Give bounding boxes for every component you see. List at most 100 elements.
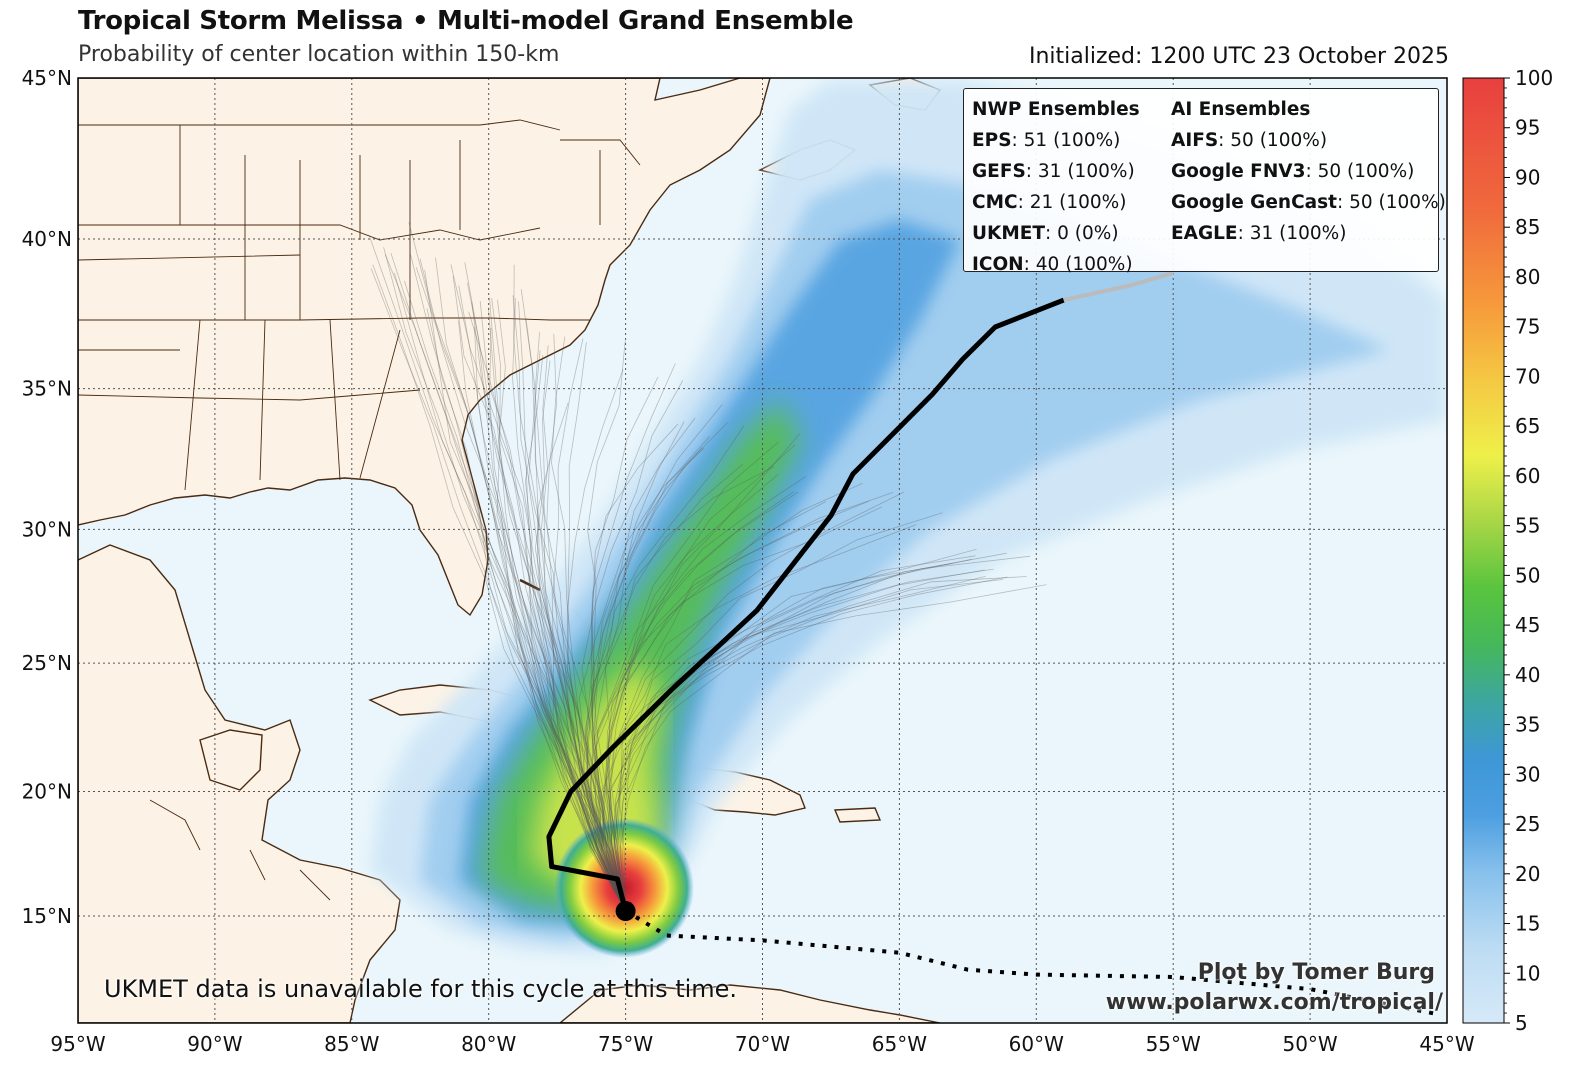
land-puerto-rico	[833, 807, 882, 823]
member-track	[394, 272, 626, 912]
legend-model-name: CMC	[972, 192, 1018, 213]
land-yucatan	[199, 729, 263, 791]
map-content	[78, 78, 1447, 1023]
member-track	[590, 363, 676, 912]
nwp-ensembles-column: NWP Ensembles EPS: 51 (100%) GEFS: 31 (1…	[972, 95, 1140, 280]
land-layer	[78, 78, 942, 1023]
member-track	[551, 336, 626, 912]
legend-model-count: : 31 (100%)	[1237, 223, 1347, 244]
member-track	[589, 403, 723, 912]
legend-model-name: EPS	[972, 130, 1012, 151]
lat-tick-label: 30°N	[22, 517, 72, 541]
legend-model-count: : 51 (100%)	[1011, 130, 1121, 151]
member-track	[578, 447, 705, 912]
lon-tick-label: 75°W	[598, 1032, 653, 1056]
member-track	[488, 307, 626, 912]
legend-model-count: : 50 (100%)	[1305, 161, 1415, 182]
member-track	[587, 340, 626, 912]
member-track	[525, 318, 626, 912]
legend-model-count: : 0 (0%)	[1045, 223, 1119, 244]
colorbar-tick-label: 40	[1515, 663, 1540, 687]
member-track	[604, 425, 745, 912]
member-track	[592, 491, 799, 912]
colorbar: 5 10 15 20 25 30 35 40 45 50 55 60 65 70 75 80 85 90 95 100	[1462, 66, 1553, 1035]
member-track	[595, 474, 779, 912]
member-track	[372, 264, 626, 912]
member-track	[620, 584, 1047, 912]
member-track	[601, 569, 985, 912]
member-track	[513, 264, 626, 912]
legend-model-count: : 50 (100%)	[1218, 130, 1328, 151]
lon-tick-label: 70°W	[735, 1032, 790, 1056]
colorbar-tick-label: 20	[1515, 862, 1540, 886]
colorbar-tick-label: 30	[1515, 762, 1540, 786]
ukmet-unavailable-note: UKMET data is unavailable for this cycle…	[104, 975, 738, 1003]
legend-row-ukmet: UKMET: 0 (0%)	[972, 218, 1140, 249]
legend-row-gencast: Google GenCast: 50 (100%)	[1171, 187, 1446, 218]
member-track	[605, 441, 779, 912]
member-track	[581, 380, 684, 912]
lat-tick-label: 35°N	[22, 377, 72, 401]
member-track	[467, 282, 626, 912]
member-track	[390, 253, 626, 912]
ai-ensembles-column: AI Ensembles AIFS: 50 (100%) Google FNV3…	[1171, 95, 1446, 249]
member-track	[471, 301, 626, 912]
member-track	[609, 548, 977, 912]
legend-model-name: AIFS	[1171, 130, 1219, 151]
legend-model-name: ICON	[972, 254, 1024, 275]
land-south-america	[558, 984, 941, 1023]
legend-model-name: EAGLE	[1171, 223, 1238, 244]
member-track	[426, 308, 626, 912]
member-track	[590, 466, 775, 912]
initialized-timestamp: Initialized: 1200 UTC 23 October 2025	[1028, 44, 1449, 69]
colorbar-tick-label: 25	[1515, 812, 1540, 836]
member-track	[410, 254, 626, 912]
legend-model-name: UKMET	[972, 223, 1046, 244]
legend-row-eps: EPS: 51 (100%)	[972, 125, 1140, 156]
ai-ensembles-header: AI Ensembles	[1171, 99, 1311, 120]
legend-model-name: Google GenCast	[1171, 192, 1337, 213]
lon-tick-label: 85°W	[324, 1032, 379, 1056]
member-track	[586, 422, 728, 912]
lon-tick-label: 45°W	[1419, 1032, 1474, 1056]
member-track	[537, 402, 626, 912]
member-track	[591, 376, 659, 912]
forecast-track-line	[546, 297, 1065, 912]
swath-core	[554, 818, 694, 958]
legend-row-gefs: GEFS: 31 (100%)	[972, 156, 1140, 187]
member-track	[567, 342, 626, 912]
member-track	[594, 491, 795, 912]
member-track	[608, 433, 800, 912]
lon-tick-label: 80°W	[461, 1032, 516, 1056]
member-track	[607, 500, 870, 912]
member-track	[567, 369, 626, 912]
lon-tick-label: 60°W	[1009, 1032, 1064, 1056]
member-track	[586, 421, 685, 912]
member-track	[458, 285, 626, 912]
ensemble-member-tracks	[368, 222, 1047, 912]
colorbar-tick-label: 95	[1515, 116, 1540, 140]
member-track	[528, 350, 626, 912]
member-track	[593, 476, 807, 912]
member-track	[524, 355, 626, 912]
member-track	[608, 506, 883, 912]
member-track	[585, 423, 679, 912]
legend-model-count: : 40 (100%)	[1023, 254, 1133, 275]
member-track	[464, 262, 626, 912]
member-track	[404, 280, 626, 912]
page-subtitle: Probability of center location within 15…	[78, 42, 560, 67]
member-track	[616, 555, 976, 912]
member-track	[585, 447, 703, 912]
legend-row-icon: ICON: 40 (100%)	[972, 249, 1140, 280]
member-track	[534, 360, 626, 912]
credit-url: www.polarwx.com/tropical/	[1105, 990, 1443, 1015]
member-track	[540, 345, 626, 912]
lat-tick-label: 40°N	[22, 227, 72, 251]
member-track	[591, 436, 710, 912]
member-track	[419, 258, 626, 912]
member-track	[383, 247, 626, 912]
state-borders	[78, 119, 641, 901]
colorbar-tick-label: 5	[1515, 1011, 1528, 1035]
member-track	[615, 491, 905, 912]
forecast-track-tail	[1063, 270, 1174, 303]
